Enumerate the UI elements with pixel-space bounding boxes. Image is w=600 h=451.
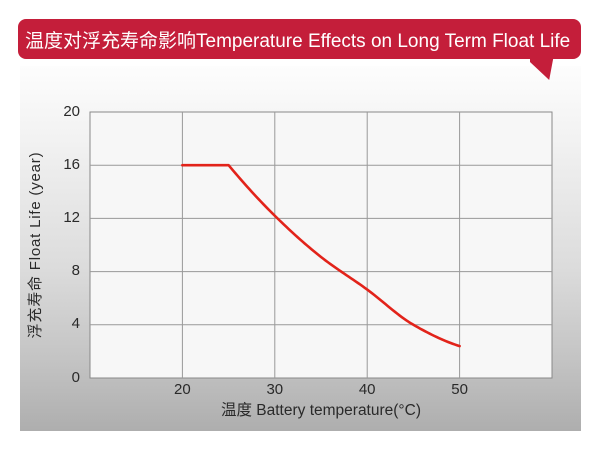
svg-text:50: 50 <box>451 381 468 398</box>
svg-text:12: 12 <box>63 209 80 226</box>
svg-text:40: 40 <box>359 381 376 398</box>
svg-text:4: 4 <box>72 315 80 332</box>
svg-text:8: 8 <box>72 262 80 279</box>
svg-text:温度 Battery temperature(°C): 温度 Battery temperature(°C) <box>221 401 421 419</box>
svg-text:20: 20 <box>63 103 80 120</box>
svg-text:20: 20 <box>174 381 191 398</box>
svg-text:0: 0 <box>72 369 80 386</box>
svg-text:浮充寿命 Float Life (year): 浮充寿命 Float Life (year) <box>26 152 44 339</box>
svg-text:16: 16 <box>63 156 80 173</box>
svg-text:30: 30 <box>266 381 283 398</box>
